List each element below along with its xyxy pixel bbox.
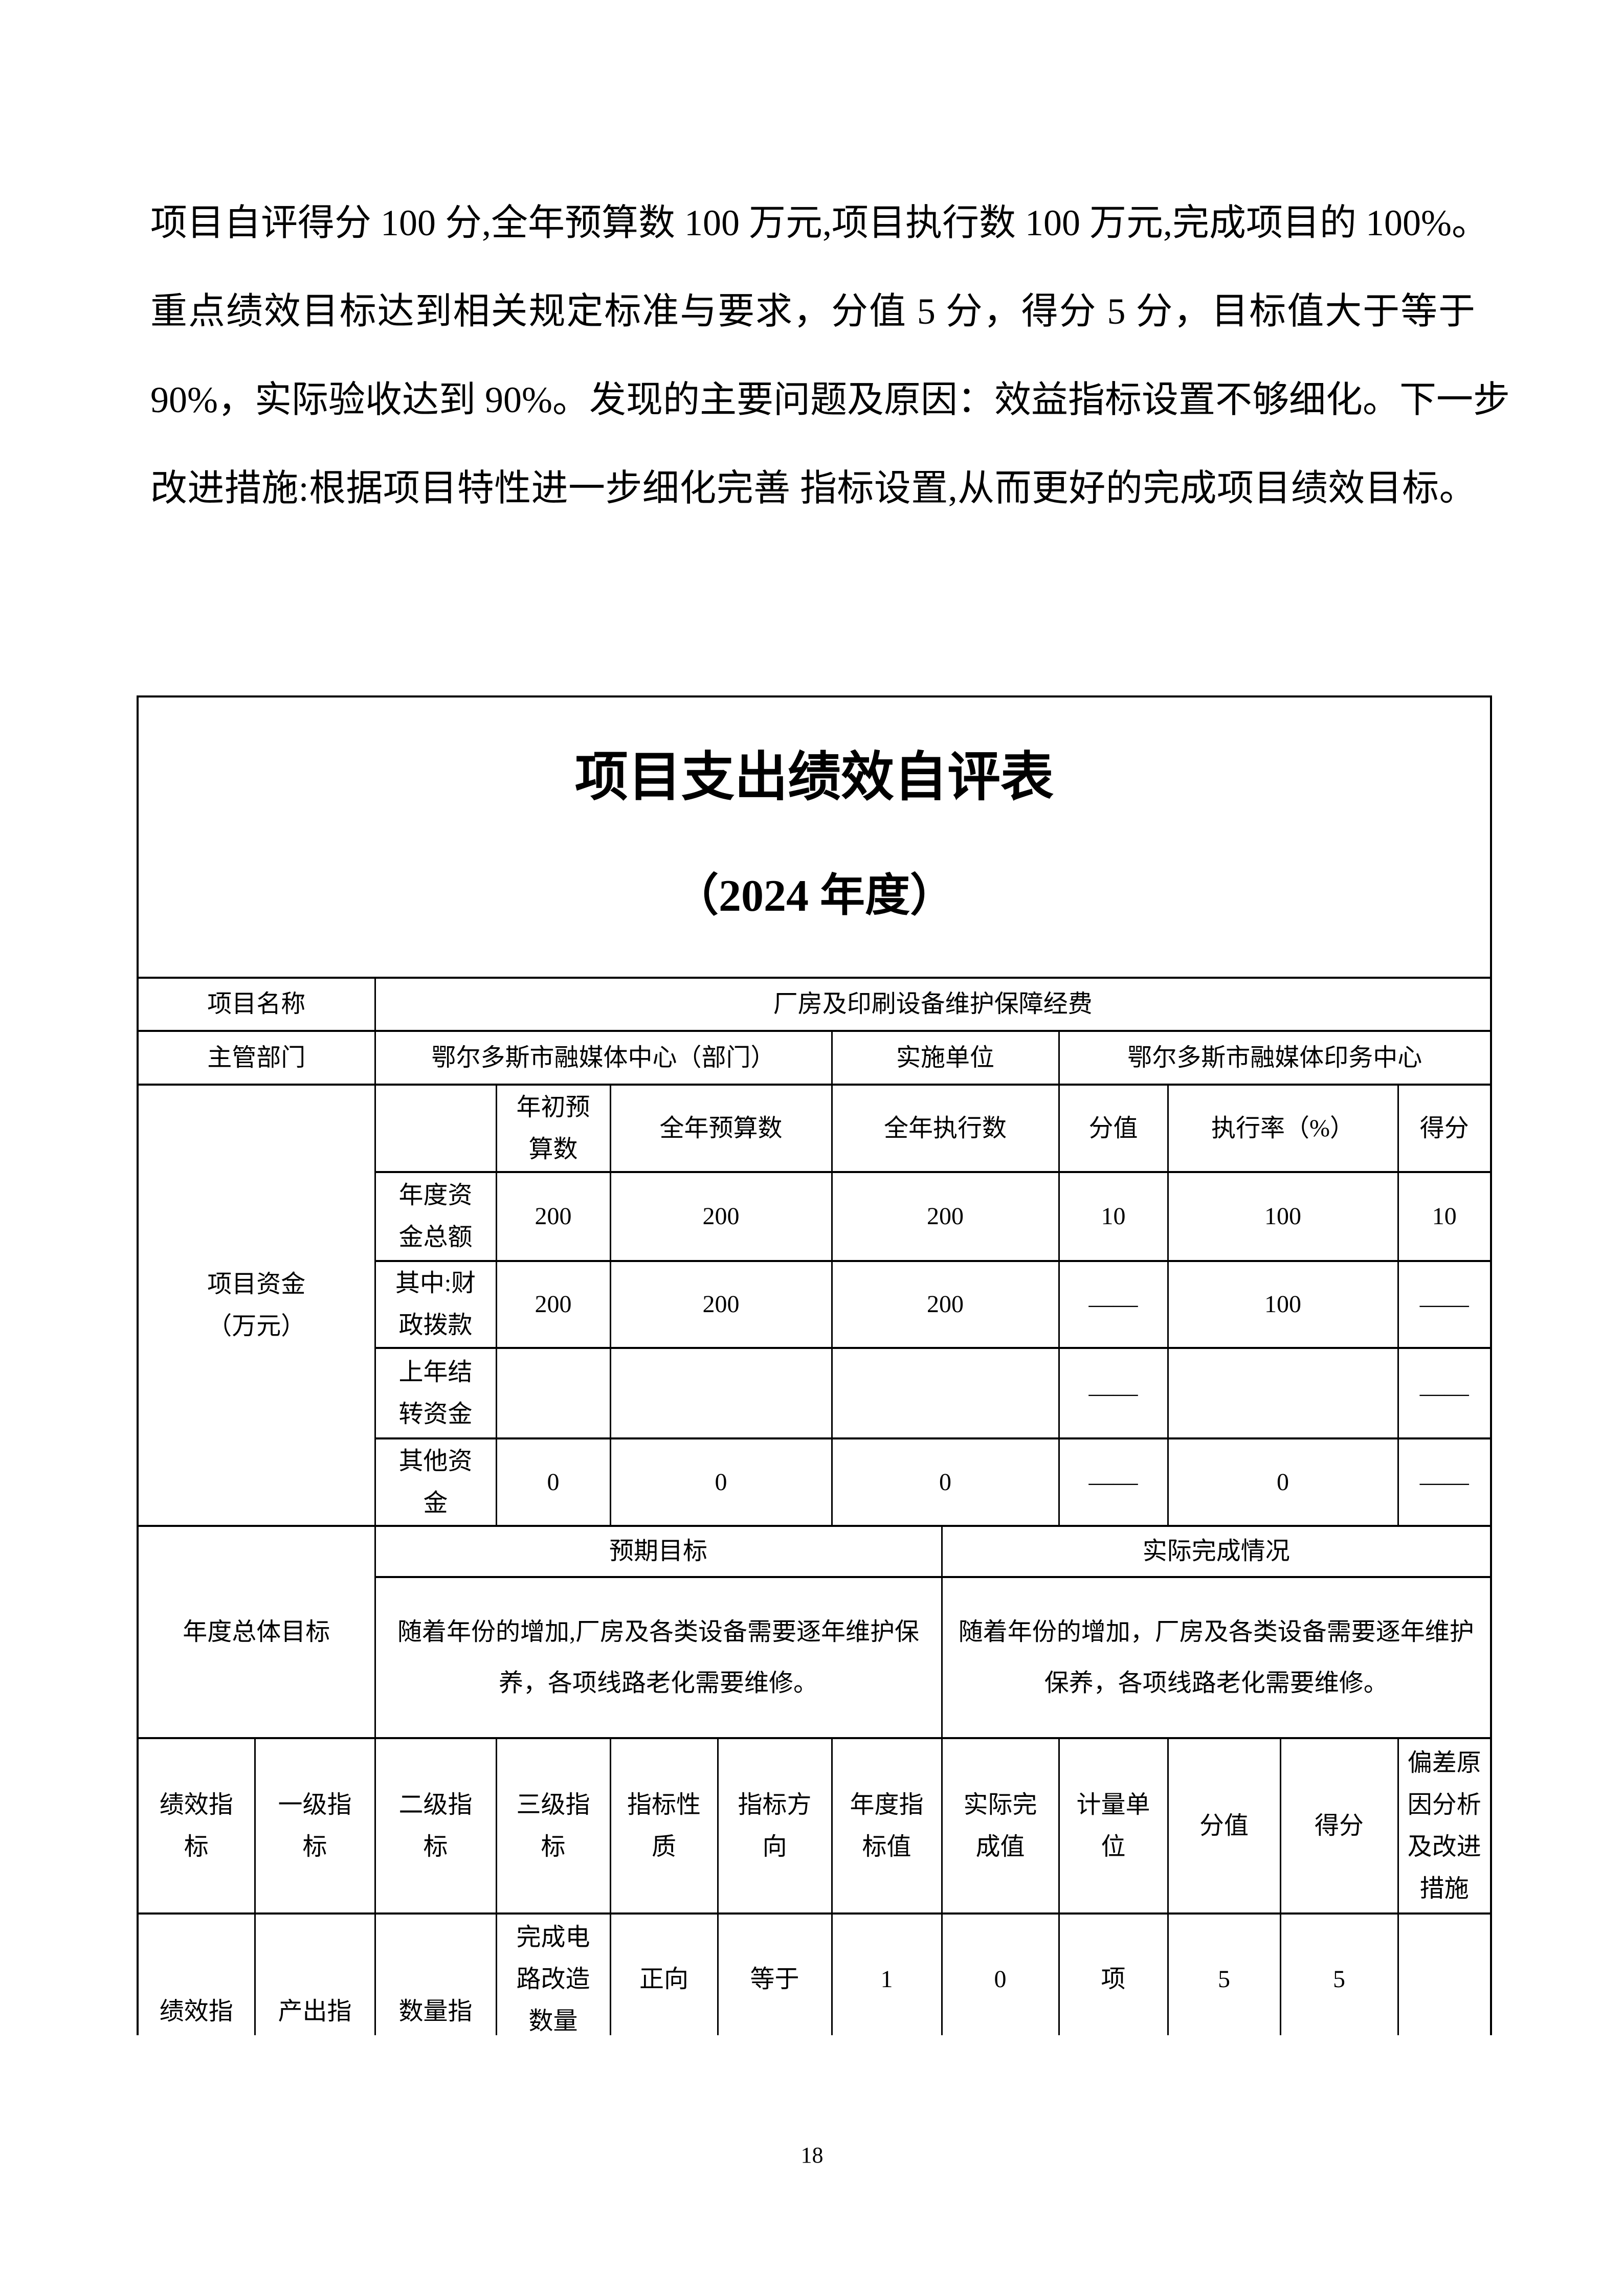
indicator-group-label: 绩效指 标 (137, 1912, 256, 2035)
table-title-line1: 项目支出绩效自评表 (575, 748, 1054, 807)
funding-rate-value (1167, 1347, 1399, 1439)
funding-budget-value (609, 1347, 833, 1439)
summary-line: 改进措施:根据项目特性进一步细化完善 指标设置,从而更好的完成项目绩效目标。 (150, 468, 1476, 509)
indicator-col-header: 偏差原 因分析 及改进 措施 (1397, 1737, 1492, 1915)
indicator-level2-label: 数量指 标 (374, 1912, 497, 2035)
actual-completion-text: 随着年份的增加，厂房及各类设备需要逐年维护 保养，各项线路老化需要维修。 (941, 1576, 1492, 1739)
funding-initial-value: 0 (495, 1437, 611, 1527)
indicator-header-row: 绩效指 标 一级指 标 二级指 标 三级指 标 指标性 质 指标方 向 年度指 … (137, 1737, 1492, 1915)
funding-initial-value (495, 1347, 611, 1439)
funding-rate-value: 100 (1167, 1260, 1399, 1349)
indicator-col-header: 分值 (1167, 1737, 1281, 1915)
indicator-col-header: 年度指 标值 (831, 1737, 943, 1915)
impl-unit-label: 实施单位 (831, 1030, 1060, 1086)
project-name-value: 厂房及印刷设备维护保障经费 (374, 977, 1492, 1032)
indicator-actual-value: 0 (941, 1912, 1060, 2035)
funding-budget-value: 200 (609, 1260, 833, 1349)
self-evaluation-table-grid: 项目支出绩效自评表 （2024 年度） 项目名称 厂房及印刷设备维护保障经费 主… (137, 695, 1493, 2035)
col-header-weight: 分值 (1058, 1084, 1169, 1173)
funding-weight-value: —— (1058, 1347, 1169, 1439)
project-name-label: 项目名称 (137, 977, 376, 1032)
indicator-col-header: 得分 (1279, 1737, 1399, 1915)
col-header-score: 得分 (1397, 1084, 1492, 1173)
funding-budget-value: 200 (609, 1171, 833, 1262)
funding-row-total: 年度资 金总额 200 200 200 10 100 10 (138, 1171, 1492, 1262)
page-number: 18 (800, 2143, 824, 2168)
funding-weight-value: —— (1058, 1260, 1169, 1349)
annual-goal-label: 年度总体目标 (137, 1525, 376, 1739)
expected-goal-text: 随着年份的增加,厂房及各类设备需要逐年维护保 养，各项线路老化需要维修。 (374, 1576, 943, 1739)
indicator-weight: 5 (1167, 1912, 1281, 2035)
col-header-initial-budget: 年初预 算数 (495, 1084, 611, 1173)
indicator-deviation (1397, 1912, 1492, 2035)
funding-row-label: 其他资 金 (374, 1437, 497, 1527)
funding-weight-value: —— (1058, 1437, 1169, 1527)
self-evaluation-table: 项目支出绩效自评表 （2024 年度） 项目名称 厂房及印刷设备维护保障经费 主… (137, 695, 1496, 2035)
funding-score-value: 10 (1397, 1171, 1492, 1262)
expected-goal-header: 预期目标 (374, 1525, 943, 1578)
indicator-col-header: 指标性 质 (609, 1737, 719, 1915)
indicator-col-header: 指标方 向 (717, 1737, 833, 1915)
table-title-line2: （2024 年度） (674, 871, 955, 921)
indicator-row-circuit: 绩效指 标 产出指 标 数量指 标 完成电 路改造 数量 正向 等于 1 0 项… (137, 1912, 1492, 2035)
col-header-annual-exec: 全年执行数 (831, 1084, 1060, 1173)
summary-line: 90%，实际验收达到 90%。发现的主要问题及原因：效益指标设置不够细化。下一步 (150, 379, 1510, 420)
indicator-col-header: 计量单 位 (1058, 1737, 1169, 1915)
indicator-level1-label: 产出指 标 (254, 1912, 376, 2035)
indicator-col-header: 一级指 标 (254, 1737, 376, 1915)
funding-exec-value: 200 (831, 1171, 1060, 1262)
funding-row-other: 其他资 金 0 0 0 —— 0 —— (138, 1437, 1492, 1527)
indicator-score: 5 (1279, 1912, 1399, 2035)
funding-exec-value: 200 (831, 1260, 1060, 1349)
indicator-unit: 项 (1058, 1912, 1169, 2035)
indicator-nature: 正向 (609, 1912, 719, 2035)
funding-exec-value: 0 (831, 1437, 1060, 1527)
summary-line: 重点绩效目标达到相关规定标准与要求，分值 5 分，得分 5 分，目标值大于等于 (150, 291, 1476, 332)
summary-paragraph: 项目自评得分 100 分,全年预算数 100 万元,项目执行数 100 万元,完… (150, 179, 1510, 533)
funding-score-value: —— (1397, 1437, 1492, 1527)
indicator-target-value: 1 (831, 1912, 943, 2035)
funding-sublabel-spacer (374, 1084, 497, 1173)
funding-initial-value: 200 (495, 1260, 611, 1349)
funding-rate-value: 0 (1167, 1437, 1399, 1527)
funding-row-fiscal: 其中:财 政拨款 200 200 200 —— 100 —— (138, 1260, 1492, 1349)
impl-unit-value: 鄂尔多斯市融媒体印务中心 (1058, 1030, 1492, 1086)
funding-row-carryover: 上年结 转资金 —— —— (138, 1347, 1492, 1439)
table-title: 项目支出绩效自评表 （2024 年度） (137, 695, 1492, 979)
funding-rate-value: 100 (1167, 1171, 1399, 1262)
funding-section-label: 项目资金 （万元） (137, 1084, 376, 1527)
dept-label: 主管部门 (137, 1030, 376, 1086)
funding-row-label: 其中:财 政拨款 (374, 1260, 497, 1349)
indicator-direction: 等于 (717, 1912, 833, 2035)
indicator-col-header: 三级指 标 (495, 1737, 611, 1915)
funding-score-value: —— (1397, 1347, 1492, 1439)
indicator-col-header: 绩效指 标 (137, 1737, 256, 1915)
indicator-col-header: 实际完 成值 (941, 1737, 1060, 1915)
funding-weight-value: 10 (1058, 1171, 1169, 1262)
actual-completion-header: 实际完成情况 (941, 1525, 1492, 1578)
funding-row-label: 上年结 转资金 (374, 1347, 497, 1439)
col-header-exec-rate: 执行率（%） (1167, 1084, 1399, 1173)
funding-row-label: 年度资 金总额 (374, 1171, 497, 1262)
summary-line: 项目自评得分 100 分,全年预算数 100 万元,项目执行数 100 万元,完… (150, 202, 1488, 243)
col-header-annual-budget: 全年预算数 (609, 1084, 833, 1173)
indicator-name: 完成电 路改造 数量 (495, 1912, 611, 2035)
indicator-col-header: 二级指 标 (374, 1737, 497, 1915)
dept-value: 鄂尔多斯市融媒体中心（部门） (374, 1030, 833, 1086)
funding-budget-value: 0 (609, 1437, 833, 1527)
funding-exec-value (831, 1347, 1060, 1439)
funding-initial-value: 200 (495, 1171, 611, 1262)
funding-score-value: —— (1397, 1260, 1492, 1349)
